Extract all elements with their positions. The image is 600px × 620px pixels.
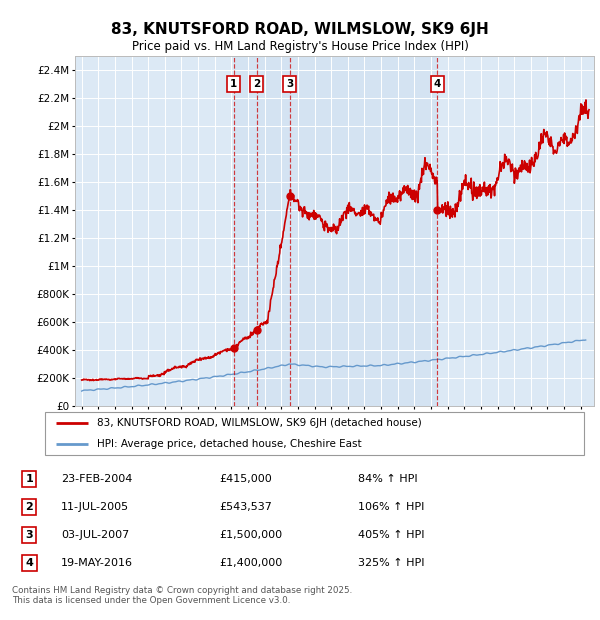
Text: 83, KNUTSFORD ROAD, WILMSLOW, SK9 6JH (detached house): 83, KNUTSFORD ROAD, WILMSLOW, SK9 6JH (d… xyxy=(97,418,421,428)
Text: 1: 1 xyxy=(230,79,238,89)
Text: £1,500,000: £1,500,000 xyxy=(220,530,283,540)
Text: £1,400,000: £1,400,000 xyxy=(220,558,283,568)
Text: £543,537: £543,537 xyxy=(220,502,272,512)
Text: 3: 3 xyxy=(286,79,293,89)
Text: 84% ↑ HPI: 84% ↑ HPI xyxy=(358,474,417,484)
Text: £415,000: £415,000 xyxy=(220,474,272,484)
Text: 4: 4 xyxy=(434,79,441,89)
Text: Contains HM Land Registry data © Crown copyright and database right 2025.
This d: Contains HM Land Registry data © Crown c… xyxy=(12,586,352,605)
Text: HPI: Average price, detached house, Cheshire East: HPI: Average price, detached house, Ches… xyxy=(97,440,361,450)
Text: 3: 3 xyxy=(25,530,33,540)
Text: 83, KNUTSFORD ROAD, WILMSLOW, SK9 6JH: 83, KNUTSFORD ROAD, WILMSLOW, SK9 6JH xyxy=(111,22,489,37)
FancyBboxPatch shape xyxy=(45,412,584,455)
Text: 11-JUL-2005: 11-JUL-2005 xyxy=(61,502,129,512)
Text: 405% ↑ HPI: 405% ↑ HPI xyxy=(358,530,424,540)
Text: Price paid vs. HM Land Registry's House Price Index (HPI): Price paid vs. HM Land Registry's House … xyxy=(131,40,469,53)
Text: 03-JUL-2007: 03-JUL-2007 xyxy=(61,530,129,540)
Text: 325% ↑ HPI: 325% ↑ HPI xyxy=(358,558,424,568)
Text: 1: 1 xyxy=(25,474,33,484)
Bar xyxy=(233,56,437,406)
Text: 2: 2 xyxy=(25,502,33,512)
Text: 106% ↑ HPI: 106% ↑ HPI xyxy=(358,502,424,512)
Text: 19-MAY-2016: 19-MAY-2016 xyxy=(61,558,133,568)
Text: 23-FEB-2004: 23-FEB-2004 xyxy=(61,474,133,484)
Text: 2: 2 xyxy=(253,79,260,89)
Text: 4: 4 xyxy=(25,558,33,568)
